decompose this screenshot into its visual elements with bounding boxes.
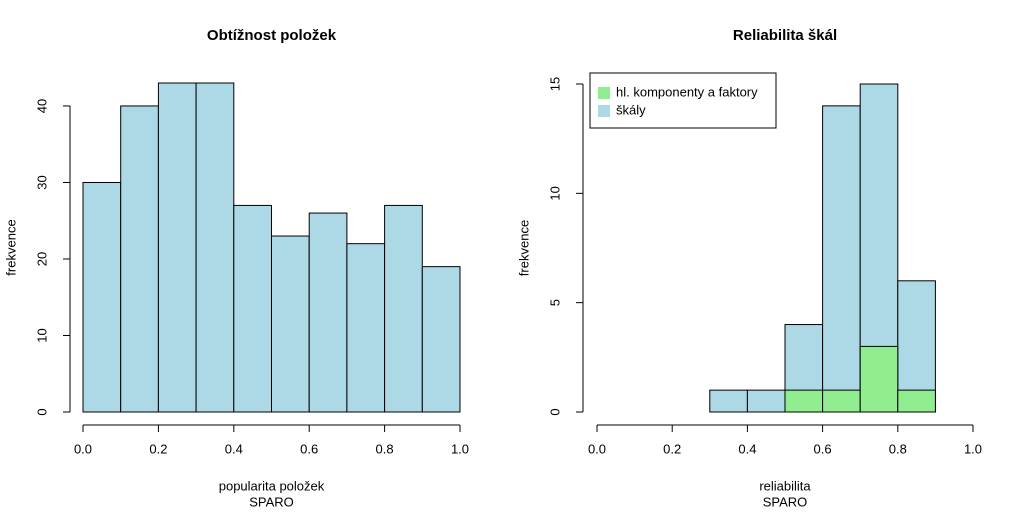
- y-tick-label: 0: [547, 408, 562, 415]
- subtitle: SPARO: [763, 494, 808, 509]
- subtitle: SPARO: [249, 494, 294, 509]
- histogram-bar: [157, 82, 197, 413]
- y-tick-label: 30: [34, 175, 49, 189]
- legend-label: škály: [616, 102, 646, 117]
- x-tick-label: 0.4: [738, 441, 756, 456]
- x-tick-label: 0.8: [376, 441, 394, 456]
- x-tick-label: 0.8: [889, 441, 907, 456]
- histogram-bar: [822, 105, 861, 413]
- histogram-bar: [82, 181, 122, 413]
- y-axis-label: frekvence: [3, 219, 18, 275]
- x-tick-label: 0.6: [300, 441, 318, 456]
- x-tick-label: 1.0: [451, 441, 469, 456]
- x-axis-label: reliabilita: [759, 478, 811, 493]
- histogram-bar: [746, 389, 786, 413]
- histogram-bar: [421, 266, 461, 413]
- x-tick-label: 0.4: [225, 441, 243, 456]
- y-tick-label: 5: [547, 299, 562, 306]
- x-axis-label: popularita položek: [219, 478, 325, 493]
- x-tick-label: 0.0: [588, 441, 606, 456]
- y-tick-label: 15: [547, 77, 562, 91]
- histogram-bar: [384, 204, 423, 413]
- chart-title: Obtížnost položek: [207, 27, 337, 44]
- legend-box: [589, 72, 777, 129]
- y-tick-label: 10: [547, 186, 562, 200]
- histogram-bar: [271, 235, 310, 413]
- histogram-bar: [120, 105, 159, 413]
- histogram-bar: [709, 389, 748, 413]
- chart-title: Reliabilita škál: [733, 27, 837, 44]
- y-tick-label: 20: [34, 252, 49, 266]
- histogram-bar: [784, 389, 824, 413]
- histogram-bar: [859, 345, 899, 413]
- x-tick-label: 1.0: [964, 441, 982, 456]
- y-tick-label: 10: [34, 328, 49, 342]
- histogram-bar: [822, 389, 861, 413]
- histogram-bar: [195, 82, 235, 413]
- y-tick-label: 40: [34, 99, 49, 113]
- legend-swatch: [598, 87, 610, 99]
- y-axis-label: frekvence: [516, 220, 531, 276]
- x-tick-label: 0.2: [149, 441, 167, 456]
- x-tick-label: 0.6: [814, 441, 832, 456]
- x-tick-label: 0.2: [663, 441, 681, 456]
- histogram-bar: [346, 243, 386, 413]
- histogram-bar: [308, 212, 348, 413]
- histogram-bar: [233, 204, 273, 413]
- x-tick-label: 0.0: [74, 441, 92, 456]
- histogram-bar: [897, 389, 936, 413]
- y-tick-label: 0: [34, 408, 49, 415]
- legend-label: hl. komponenty a faktory: [616, 84, 758, 99]
- legend-swatch: [598, 105, 610, 117]
